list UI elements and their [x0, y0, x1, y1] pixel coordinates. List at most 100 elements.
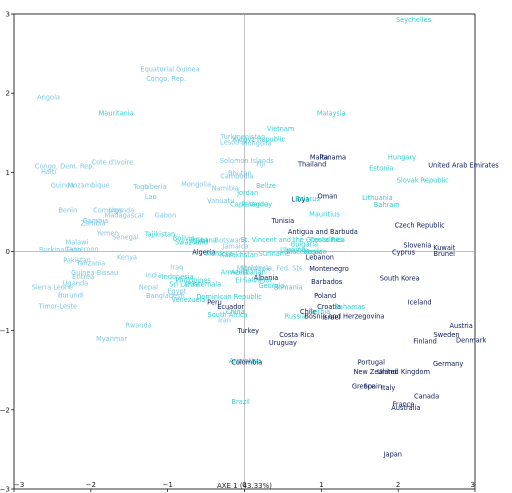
point-label: Lesotho	[220, 139, 246, 147]
point-label: Paraguay	[241, 200, 272, 208]
y-tick-label: −2	[0, 406, 10, 414]
point-label: Botswana	[215, 237, 247, 245]
point-label: Lao	[145, 193, 157, 201]
point-label: El Salvador	[235, 276, 272, 284]
point-label: Malta	[310, 154, 328, 162]
y-tick-label: 1	[6, 169, 10, 177]
point-label: Mauritius	[309, 211, 340, 219]
point-label: Ukraine	[280, 246, 305, 254]
point-label: Togo	[132, 183, 148, 191]
axis-ticks: −3 −2 −1 0 1 2 3 −3 −2 −1 0 1 2 3	[0, 11, 476, 493]
point-label: Sierra Leone	[32, 283, 73, 291]
point-label: Denmark	[456, 336, 486, 344]
point-label: Cape Verde	[230, 200, 268, 208]
x-tick-label: 3	[471, 481, 475, 489]
point-label: Algeria	[192, 249, 215, 257]
point-label: Cyprus	[392, 249, 416, 257]
point-label: Lebanon	[306, 253, 334, 261]
point-label: India	[146, 272, 162, 280]
point-label: Antigua and Barbuda	[288, 228, 358, 236]
point-label: Tunisia	[271, 217, 295, 225]
point-label: Belarus	[295, 195, 320, 203]
point-label: Sweden	[434, 331, 460, 339]
y-tick-label: 3	[6, 11, 10, 19]
point-label: Namibia	[212, 184, 239, 192]
point-label: Angola	[37, 93, 60, 101]
point-label: Poland	[314, 292, 336, 300]
point-label: France	[393, 401, 415, 409]
point-label: Rwanda	[125, 321, 151, 329]
point-label: Greece	[352, 382, 375, 390]
point-label: Australia	[391, 404, 420, 412]
point-label: Iran	[218, 317, 231, 325]
point-label: Turkmenistan	[220, 133, 265, 141]
point-label: Bangladesh	[146, 292, 185, 300]
point-label: Moldova	[241, 264, 269, 272]
x-tick-label: 1	[319, 481, 323, 489]
point-label: Madagascar	[105, 211, 145, 219]
point-label: Haiti	[41, 168, 56, 176]
point-label: Austria	[450, 322, 473, 330]
point-label: Panama	[320, 154, 346, 162]
point-label: Mozambique	[67, 181, 109, 189]
point-label: Ecuador	[217, 303, 244, 311]
point-label: Vanuatu	[207, 197, 234, 205]
point-label: Colombia	[231, 359, 262, 367]
point-label: Uruguay	[269, 339, 297, 347]
point-label: Guinea	[51, 181, 74, 189]
point-label: Bulgaria	[291, 241, 318, 249]
point-label: Iceland	[408, 298, 432, 306]
point-label: Indonesia	[162, 273, 194, 281]
y-tick-label: −3	[0, 486, 10, 493]
point-label: Mongolia	[242, 139, 272, 147]
point-label: Barbados	[311, 278, 343, 286]
point-label: Macedonia	[287, 248, 323, 256]
point-label: Croatia	[317, 303, 341, 311]
point-label: Montenegro	[309, 265, 349, 273]
x-tick-label: −3	[14, 481, 24, 489]
point-label: Belize	[256, 182, 276, 190]
point-label: Uganda	[109, 207, 134, 215]
point-label: Burundi	[58, 291, 84, 299]
x-axis-label: AXE 1 (43.33%)	[217, 482, 272, 490]
point-label: Czech Republic	[395, 222, 446, 230]
point-label: Jordan	[236, 189, 258, 197]
point-label: Zambia	[81, 219, 106, 227]
point-label: Finland	[413, 337, 437, 345]
point-label: Eritrea	[72, 273, 94, 281]
point-label: Iraq	[170, 264, 183, 272]
point-label: Canada	[414, 393, 439, 401]
point-label: Pakistan	[63, 257, 91, 265]
point-label: Micronesia, Fed. Sts.	[237, 264, 305, 272]
point-label: Seychelles	[396, 16, 432, 24]
point-label: Liberia	[144, 183, 166, 191]
point-label: China	[226, 308, 245, 316]
point-label: St. Vincent and the Grenadines	[241, 236, 345, 244]
point-label: Portugal	[358, 359, 385, 367]
point-label: Estonia	[369, 165, 393, 173]
point-label: Libya	[292, 196, 310, 204]
point-label: Philippines	[175, 276, 211, 284]
point-label: Israel	[322, 314, 340, 322]
point-label: Thailand	[297, 161, 326, 169]
y-tick-label: 2	[6, 90, 10, 98]
point-label: Venezuela	[171, 296, 205, 304]
point-label: Benin	[58, 207, 77, 215]
point-label: Georgia	[258, 282, 284, 290]
point-label: Myanmar	[96, 335, 127, 343]
point-label: Jamaica	[221, 242, 248, 250]
point-label: Dominican Republic	[196, 293, 262, 301]
point-label: Brazil	[231, 398, 250, 406]
point-label: Mauritania	[99, 109, 134, 117]
point-label: Morocco	[205, 250, 233, 258]
point-label: Bahrain	[374, 201, 400, 209]
point-label: Bahamas	[334, 303, 365, 311]
point-label: Cambodia	[220, 173, 253, 181]
point-label: Costa Rica	[279, 331, 314, 339]
point-label: Cote d'Ivoire	[91, 158, 133, 166]
point-label: Mongolia	[181, 181, 211, 189]
point-label: Brunei	[434, 250, 456, 258]
point-label: Turkey	[237, 327, 260, 335]
point-label: Armenia	[221, 268, 249, 276]
